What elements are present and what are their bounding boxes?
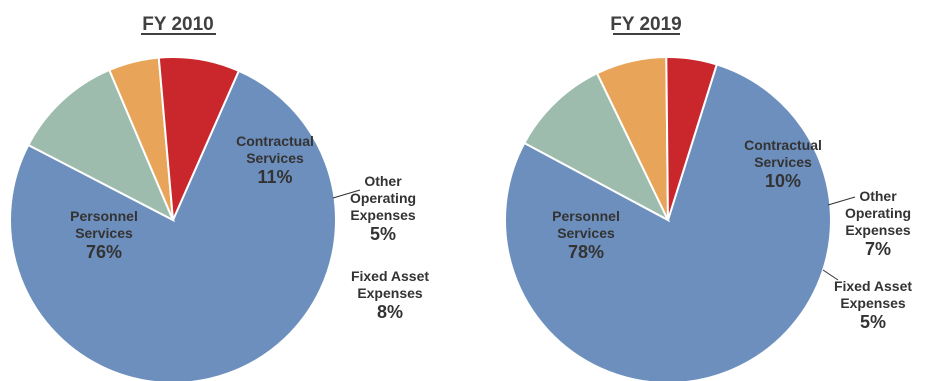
slice-label-line: Expenses [845,222,911,238]
slice-label-line: Services [557,225,615,241]
slice-label-line: Fixed Asset [834,278,912,294]
slice-label-line: Expenses [840,295,906,311]
slice-label-line: Expenses [357,285,423,301]
chart-title: FY 2010 [142,14,213,35]
leader-line-fixed-asset-expenses [822,269,839,281]
slice-fixed-asset-expenses [665,56,718,221]
slice-label-line: Operating [350,190,416,206]
slices [9,56,338,381]
slice-fixed-asset-expenses [157,56,241,221]
slices [504,55,832,381]
slice-label-line: Contractual [236,133,314,149]
slice-label-line: Other [859,188,897,204]
slice-value-label: 7% [865,239,891,259]
slice-personnel-services [9,69,338,381]
slice-value-label: 10% [765,171,801,191]
slice-value-label: 76% [86,242,122,262]
slice-label-line: Contractual [744,137,822,153]
slice-value-label: 5% [860,312,886,332]
slice-contractual-services [26,68,176,223]
slice-label-line: Expenses [350,207,416,223]
slice-value-label: 5% [370,224,396,244]
leader-line-other-operating-expenses [827,196,856,206]
slice-label-line: Services [754,154,812,170]
slice-label-line: Fixed Asset [351,268,429,284]
slice-label-line: Operating [845,205,911,221]
slice-label-line: Personnel [70,208,138,224]
slice-label-line: Services [75,225,133,241]
slice-personnel-services [504,63,832,381]
chart-title: FY 2019 [610,14,681,35]
slice-contractual-services [522,71,671,223]
slice-value-label: 8% [377,302,403,322]
pie-chart-2: FY 2019PersonnelServices78%ContractualSe… [504,14,912,381]
slice-label-line: Services [246,150,304,166]
pie-chart-1: FY 2010PersonnelServices76%ContractualSe… [9,14,429,381]
leader-line-other-operating-expenses [332,189,361,199]
slice-label-line: Other [364,173,402,189]
slice-value-label: 11% [257,167,292,187]
slice-value-label: 78% [568,242,604,262]
slice-label-line: Personnel [552,208,620,224]
